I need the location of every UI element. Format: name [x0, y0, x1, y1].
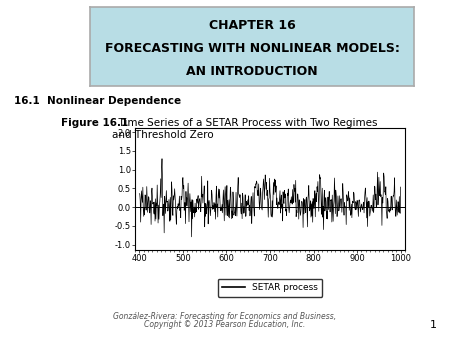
- Text: González-Rivera: Forecasting for Economics and Business,: González-Rivera: Forecasting for Economi…: [113, 312, 337, 321]
- Text: AN INTRODUCTION: AN INTRODUCTION: [186, 65, 318, 78]
- Text: FORECASTING WITH NONLINEAR MODELS:: FORECASTING WITH NONLINEAR MODELS:: [104, 42, 400, 55]
- Text: Time Series of a SETAR Process with Two Regimes: Time Series of a SETAR Process with Two …: [112, 118, 378, 128]
- Text: 16.1  Nonlinear Dependence: 16.1 Nonlinear Dependence: [14, 96, 180, 106]
- Legend: SETAR process: SETAR process: [218, 279, 322, 297]
- Text: Copyright © 2013 Pearson Education, Inc.: Copyright © 2013 Pearson Education, Inc.: [144, 320, 306, 329]
- Text: Figure 16.1: Figure 16.1: [61, 118, 128, 128]
- Text: and Threshold Zero: and Threshold Zero: [112, 130, 214, 140]
- Text: CHAPTER 16: CHAPTER 16: [209, 19, 295, 32]
- Text: 1: 1: [429, 319, 436, 330]
